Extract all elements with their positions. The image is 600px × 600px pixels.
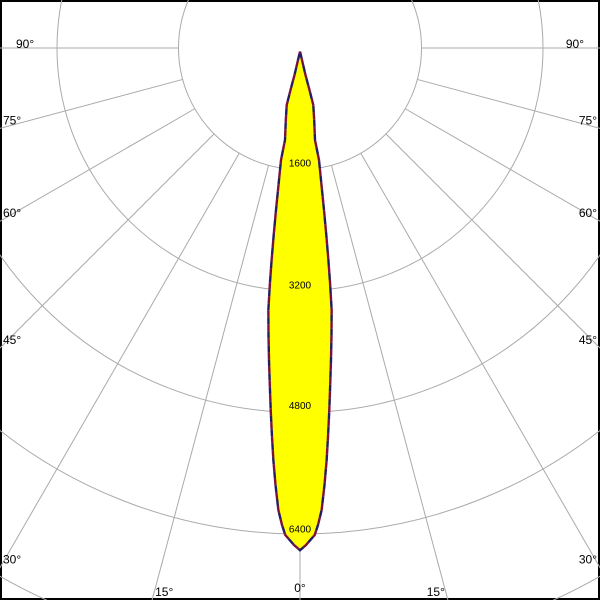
svg-text:15°: 15° — [155, 585, 173, 599]
svg-text:60°: 60° — [579, 206, 597, 220]
svg-text:90°: 90° — [16, 37, 34, 51]
svg-text:0°: 0° — [294, 581, 306, 595]
svg-text:15°: 15° — [427, 585, 445, 599]
svg-text:3200: 3200 — [289, 281, 312, 292]
svg-text:30°: 30° — [579, 553, 597, 567]
svg-text:30°: 30° — [3, 553, 21, 567]
svg-text:45°: 45° — [3, 333, 21, 347]
svg-text:1600: 1600 — [289, 159, 312, 170]
svg-text:75°: 75° — [3, 113, 21, 127]
svg-text:60°: 60° — [3, 206, 21, 220]
svg-text:45°: 45° — [579, 333, 597, 347]
svg-text:6400: 6400 — [289, 525, 312, 536]
svg-text:75°: 75° — [579, 113, 597, 127]
svg-text:4800: 4800 — [289, 401, 312, 412]
svg-text:90°: 90° — [566, 37, 584, 51]
